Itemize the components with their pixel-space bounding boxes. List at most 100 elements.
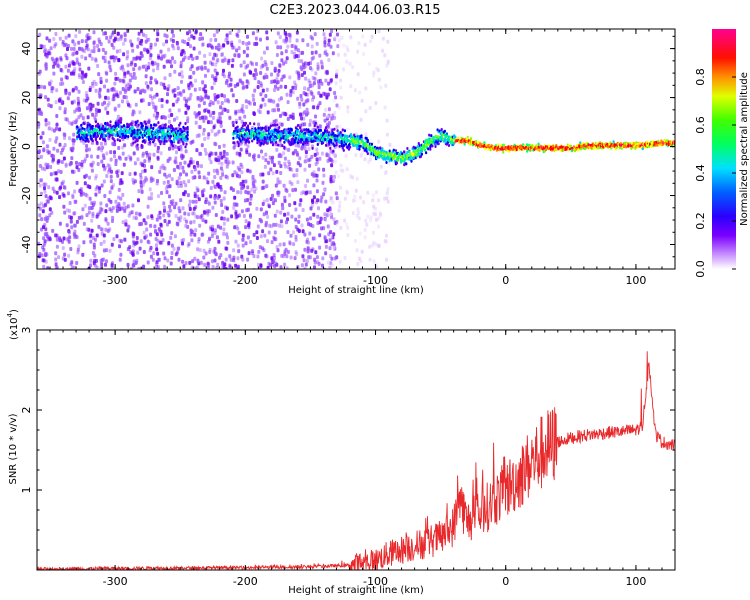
heatmap-cell <box>47 126 51 131</box>
heatmap-cell <box>296 48 300 53</box>
heatmap-cell <box>314 250 318 255</box>
heatmap-cell <box>225 206 229 211</box>
heatmap-cell <box>332 149 335 153</box>
heatmap-cell <box>179 144 183 149</box>
heatmap-cell <box>136 128 139 132</box>
heatmap-cell <box>122 79 126 84</box>
heatmap-cell <box>308 255 312 260</box>
heatmap-cell <box>77 100 81 105</box>
heatmap-cell <box>236 34 240 38</box>
heatmap-cell <box>282 74 286 79</box>
heatmap-cell <box>265 254 269 259</box>
heatmap-cell <box>76 250 80 255</box>
heatmap-cell <box>150 126 153 130</box>
heatmap-cell <box>156 62 160 67</box>
heatmap-cell <box>286 217 289 222</box>
heatmap-cell <box>249 122 252 125</box>
heatmap-cell <box>81 72 85 77</box>
heatmap-cell <box>143 159 147 164</box>
heatmap-cell <box>312 95 316 100</box>
heatmap-cell <box>313 124 316 128</box>
heatmap-cell <box>335 72 338 77</box>
heatmap-cell <box>70 156 74 161</box>
heatmap-cell <box>81 80 85 84</box>
heatmap-cell <box>103 135 106 139</box>
heatmap-cell <box>190 64 194 69</box>
heatmap-cell <box>294 217 298 222</box>
heatmap-cell <box>268 223 272 228</box>
heatmap-cell <box>330 163 334 168</box>
heatmap-cell <box>51 228 55 233</box>
heatmap-cell <box>143 120 146 124</box>
heatmap-cell <box>40 44 44 49</box>
heatmap-cell <box>236 165 240 170</box>
heatmap-cell <box>173 88 177 92</box>
heatmap-cell <box>156 66 160 71</box>
heatmap-cell <box>251 139 254 143</box>
heatmap-cell <box>51 158 55 163</box>
heatmap-cell <box>44 63 48 68</box>
heatmap-cell <box>94 120 97 124</box>
heatmap-cell <box>38 252 42 256</box>
heatmap-cell <box>457 136 460 140</box>
heatmap-cell <box>51 159 55 164</box>
heatmap-cell <box>375 66 379 71</box>
heatmap-cell <box>177 176 181 181</box>
heatmap-cell <box>133 241 137 246</box>
heatmap-cell <box>79 187 83 192</box>
heatmap-cell <box>44 202 48 207</box>
heatmap-cell <box>86 36 90 41</box>
heatmap-cell <box>91 81 95 86</box>
heatmap-cell <box>279 96 283 101</box>
heatmap-cell <box>124 88 128 93</box>
heatmap-cell <box>72 61 76 66</box>
heatmap-cell <box>325 213 329 218</box>
heatmap-cell <box>337 105 341 110</box>
heatmap-cell <box>40 253 44 258</box>
heatmap-cell <box>251 249 255 254</box>
heatmap-cell <box>190 229 194 234</box>
heatmap-cell <box>324 107 328 112</box>
heatmap-cell <box>228 254 232 259</box>
heatmap-cell <box>330 256 334 261</box>
heatmap-cell <box>328 265 332 269</box>
heatmap-cell <box>399 153 402 156</box>
heatmap-cell <box>320 151 324 156</box>
heatmap-cell <box>118 135 121 139</box>
heatmap-cell <box>223 58 227 62</box>
heatmap-cell <box>62 156 66 161</box>
heatmap-cell <box>154 229 157 233</box>
heatmap-cell <box>167 241 171 245</box>
heatmap-cell <box>294 187 297 192</box>
heatmap-cell <box>132 263 135 267</box>
heatmap-cell <box>186 42 190 46</box>
heatmap-cell <box>193 167 197 172</box>
heatmap-cell <box>91 236 95 240</box>
heatmap-cell <box>170 124 173 128</box>
heatmap-cell <box>179 64 183 69</box>
heatmap-cell <box>190 160 194 165</box>
heatmap-cell <box>120 125 124 129</box>
heatmap-cell <box>287 159 291 164</box>
heatmap-cell <box>261 63 265 68</box>
heatmap-cell <box>114 162 118 167</box>
heatmap-cell <box>52 71 56 76</box>
heatmap-cell <box>184 127 187 130</box>
heatmap-cell <box>132 232 136 237</box>
heatmap-cell <box>256 138 259 142</box>
heatmap-cell <box>214 151 218 156</box>
heatmap-cell <box>219 187 223 192</box>
heatmap-cell <box>210 129 214 133</box>
heatmap-cell <box>289 133 292 137</box>
heatmap-cell <box>147 240 151 245</box>
heatmap-cell <box>304 184 308 188</box>
heatmap-cell <box>110 242 114 247</box>
heatmap-cell <box>176 42 179 47</box>
heatmap-cell <box>94 174 98 178</box>
heatmap-cell <box>211 264 215 269</box>
heatmap-cell <box>112 94 116 99</box>
heatmap-cell <box>112 45 116 50</box>
heatmap-cell <box>282 151 286 156</box>
heatmap-cell <box>221 58 224 63</box>
heatmap-cell <box>60 77 64 82</box>
